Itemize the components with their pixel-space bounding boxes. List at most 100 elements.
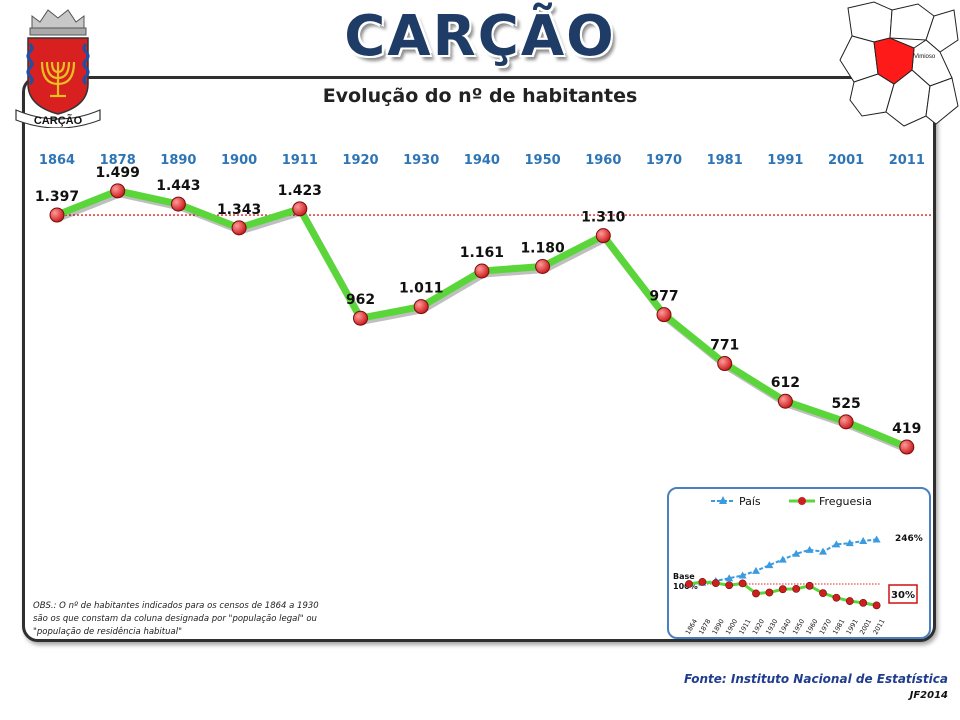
country-point — [778, 555, 787, 563]
parish-point — [698, 577, 707, 586]
map-label: Vimioso — [914, 54, 936, 60]
parish-point — [752, 589, 760, 598]
page-title: CARÇÃO — [344, 4, 616, 69]
inset-x-tick-label: 2011 — [871, 618, 886, 636]
location-map: Vimioso — [839, 1, 959, 127]
inset-x-tick-label: 1900 — [724, 618, 739, 636]
parish-point — [725, 581, 734, 590]
observation-note: OBS.: O nº de habitantes indicados para … — [33, 601, 319, 637]
inset-chart: PaísFreguesiaBase100%246%30%186418781890… — [673, 495, 923, 636]
inset-x-tick-label: 1890 — [711, 618, 726, 636]
inset-x-tick-label: 1920 — [751, 618, 766, 636]
data-label: 1.011 — [399, 281, 443, 297]
country-point — [819, 547, 827, 555]
coat-label: CARÇÃO — [34, 114, 83, 127]
country-point — [832, 540, 841, 548]
inset-x-tick-label: 1970 — [818, 618, 833, 636]
country-point — [752, 566, 760, 574]
parish-end-label: 30% — [891, 590, 915, 601]
data-point — [413, 299, 429, 315]
data-label: 1.161 — [460, 245, 504, 261]
data-label: 525 — [831, 396, 860, 412]
data-point — [535, 258, 551, 274]
data-label: 1.423 — [278, 183, 322, 199]
country-point — [725, 574, 734, 582]
data-point — [777, 393, 793, 409]
data-point — [838, 414, 854, 430]
x-tick-label: 1864 — [39, 153, 75, 168]
country-point — [872, 535, 881, 543]
inset-x-tick-label: 2001 — [858, 618, 873, 636]
x-tick-label: 1981 — [707, 153, 743, 168]
inset-x-tick-label: 1940 — [778, 618, 793, 636]
parish-point — [859, 599, 868, 607]
data-point — [110, 183, 126, 199]
x-tick-label: 1940 — [464, 153, 500, 168]
country-end-label: 246% — [895, 534, 923, 544]
country-point — [792, 549, 801, 557]
data-label: 419 — [892, 421, 921, 437]
x-tick-label: 1930 — [403, 153, 439, 168]
parish-point — [819, 589, 827, 598]
data-point — [899, 439, 915, 455]
inset-x-tick-label: 1950 — [791, 618, 806, 636]
data-label: 1.343 — [217, 202, 261, 218]
data-point — [170, 196, 186, 212]
data-label: 1.310 — [581, 210, 626, 226]
data-point — [474, 263, 490, 279]
data-point — [595, 228, 611, 244]
parish-point — [778, 585, 787, 594]
data-point — [292, 201, 308, 217]
parish-point — [792, 584, 801, 593]
parish-point — [832, 593, 841, 602]
inset-x-tick-label: 1878 — [697, 618, 712, 636]
x-tick-label: 1900 — [221, 153, 257, 168]
x-tick-label: 1970 — [646, 153, 682, 168]
legend-marker-country — [719, 496, 727, 504]
country-point — [738, 571, 747, 579]
parish-point — [685, 580, 693, 588]
parish-point — [765, 588, 774, 597]
parish-point — [805, 581, 814, 590]
x-tick-label: 1878 — [100, 153, 136, 168]
chart-subtitle: Evolução do nº de habitantes — [322, 85, 638, 107]
base-label: Base — [673, 572, 695, 581]
x-tick-label: 1960 — [585, 153, 621, 168]
coat-of-arms: CARÇÃO — [15, 9, 101, 128]
x-tick-label: 1911 — [282, 153, 318, 168]
credit-note: JF2014 — [909, 690, 948, 701]
series-line-freguesia — [53, 187, 911, 451]
legend-label-country: País — [739, 495, 761, 508]
data-point — [717, 356, 733, 372]
data-label: 771 — [710, 338, 739, 354]
series-line-shadow — [57, 190, 911, 454]
parish-point — [711, 579, 720, 587]
data-point — [231, 220, 247, 236]
data-label: 1.180 — [520, 240, 565, 256]
country-point — [845, 539, 854, 547]
x-tick-label: 2001 — [828, 153, 864, 168]
x-tick-label: 2011 — [889, 153, 925, 168]
data-point — [353, 310, 368, 326]
data-label: 1.397 — [35, 189, 79, 205]
parish-point — [738, 579, 747, 588]
data-label: 612 — [771, 375, 800, 391]
legend-label-parish: Freguesia — [819, 495, 872, 508]
data-label: 962 — [346, 292, 375, 308]
inset-x-tick-label: 1981 — [831, 618, 846, 636]
x-tick-label: 1950 — [525, 153, 561, 168]
inset-x-tick-label: 1930 — [764, 618, 779, 636]
data-label: 1.499 — [96, 165, 140, 181]
parish-point — [872, 601, 881, 610]
parish-end-box — [888, 584, 918, 604]
x-tick-label: 1920 — [342, 153, 378, 168]
source-note: Fonte: Instituto Nacional de Estatística — [683, 672, 948, 686]
inset-x-tick-label: 1991 — [845, 618, 860, 636]
x-tick-label: 1991 — [767, 153, 803, 168]
inset-x-tick-label: 1911 — [737, 618, 752, 636]
country-point — [805, 545, 814, 553]
x-tick-label: 1890 — [160, 153, 196, 168]
data-label: 1.443 — [156, 178, 200, 194]
country-point — [765, 561, 774, 569]
